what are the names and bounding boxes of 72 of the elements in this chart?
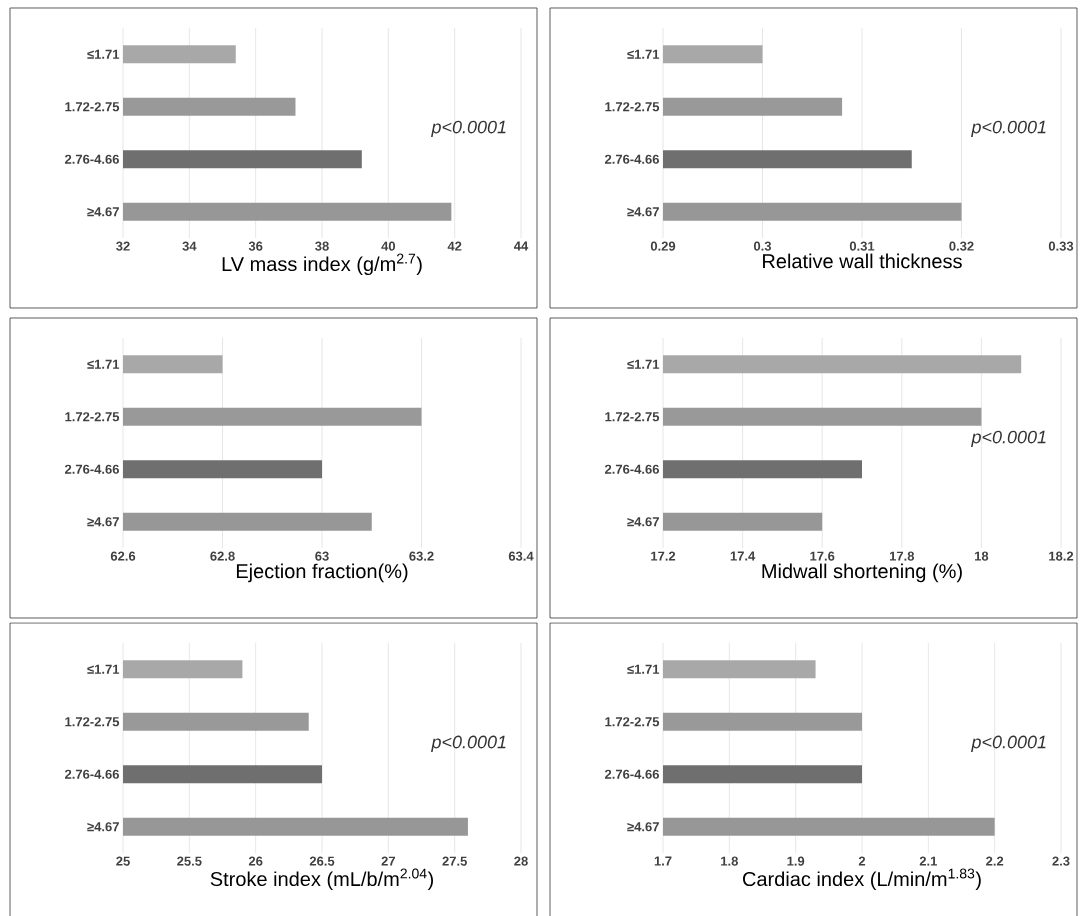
x-tick-label: 25.5 (177, 856, 202, 866)
x-axis-title: Midwall shortening (%) (762, 563, 962, 583)
x-tick-label: 17.8 (889, 551, 915, 561)
y-tick-label: ≤1.71 (87, 664, 120, 674)
annotation: p<0.0001 (971, 430, 1046, 447)
x-tick-label: 18 (974, 551, 989, 561)
x-tick-label: 18.2 (1049, 551, 1074, 561)
y-tick-label: ≥4.67 (87, 822, 119, 832)
x-tick-label: 36 (248, 241, 263, 251)
x-axis-title: Stroke index (mL/b/m$^{2.04}$) (210, 868, 434, 891)
x-tick-label: 62.8 (210, 551, 235, 561)
x-tick-label: 0.32 (949, 241, 974, 251)
x-tick-label: 0.31 (849, 241, 875, 251)
x-tick-label: 17.4 (730, 551, 756, 561)
x-tick-label: 63.2 (409, 551, 434, 561)
x-tick-label: 0.3 (753, 241, 772, 251)
y-tick-label: 1.72-2.75 (65, 412, 120, 422)
annotation: p<0.0001 (971, 120, 1046, 137)
y-tick-label: ≤1.71 (627, 49, 660, 59)
x-tick-label: 1.9 (787, 856, 805, 866)
y-tick-label: 1.72-2.75 (605, 717, 660, 727)
x-axis-title: Ejection fraction(%) (236, 563, 408, 583)
x-axis-title: Cardiac index (L/min/m$^{1.83}$) (743, 868, 981, 891)
annotation: p<0.0001 (431, 120, 506, 137)
annotation: p<0.0001 (431, 735, 506, 752)
y-tick-label: ≥4.67 (627, 822, 659, 832)
x-tick-label: 63 (315, 551, 329, 561)
x-tick-label: 17.6 (810, 551, 835, 561)
x-tick-label: 44 (513, 241, 529, 251)
y-tick-label: 2.76-4.66 (65, 769, 119, 779)
x-tick-label: 63.4 (508, 551, 534, 561)
x-tick-label: 40 (381, 241, 396, 251)
y-tick-label: ≥4.67 (627, 207, 659, 217)
y-tick-label: 1.72-2.75 (65, 102, 120, 112)
x-tick-label: 0.29 (650, 241, 676, 251)
y-tick-label: 1.72-2.75 (65, 717, 120, 727)
y-tick-label: 2.76-4.66 (65, 464, 119, 474)
x-tick-label: 26.5 (309, 856, 335, 866)
x-tick-label: 2.2 (986, 856, 1004, 866)
y-tick-label: ≥4.67 (87, 517, 119, 527)
x-axis-title: LV mass index (g/m$^{2.7}$) (222, 253, 422, 276)
y-tick-label: ≤1.71 (627, 359, 660, 369)
x-tick-label: 2.1 (919, 856, 938, 866)
x-tick-label: 25 (116, 856, 130, 866)
x-tick-label: 32 (116, 241, 130, 251)
y-tick-label: 2.76-4.66 (604, 154, 659, 164)
x-tick-label: 1.8 (721, 856, 738, 866)
y-tick-label: ≤1.71 (627, 664, 660, 674)
x-tick-label: 27 (381, 856, 395, 866)
x-tick-label: 34 (182, 241, 197, 251)
x-tick-label: 0.33 (1048, 241, 1074, 251)
x-tick-label: 17.2 (651, 551, 676, 561)
y-tick-label: 1.72-2.75 (605, 102, 660, 112)
x-tick-label: 1.7 (654, 856, 672, 866)
x-tick-label: 27.5 (442, 856, 467, 866)
x-tick-label: 62.6 (110, 551, 136, 561)
y-tick-label: ≤1.71 (87, 359, 120, 369)
x-axis-title: Relative wall thickness (763, 253, 962, 269)
y-tick-label: ≥4.67 (87, 207, 119, 217)
x-tick-label: 2.3 (1052, 856, 1070, 866)
y-tick-label: 2.76-4.66 (604, 464, 659, 474)
x-tick-label: 26 (248, 856, 263, 866)
x-tick-label: 2 (858, 856, 866, 866)
x-tick-label: 38 (315, 241, 329, 251)
x-tick-label: 42 (447, 241, 462, 251)
y-tick-label: 1.72-2.75 (605, 412, 660, 422)
annotation: p<0.0001 (971, 735, 1046, 752)
y-tick-label: 2.76-4.66 (65, 154, 119, 164)
x-tick-label: 28 (514, 856, 528, 866)
y-tick-label: 2.76-4.66 (604, 769, 659, 779)
y-tick-label: ≥4.67 (627, 517, 659, 527)
y-tick-label: ≤1.71 (87, 49, 120, 59)
